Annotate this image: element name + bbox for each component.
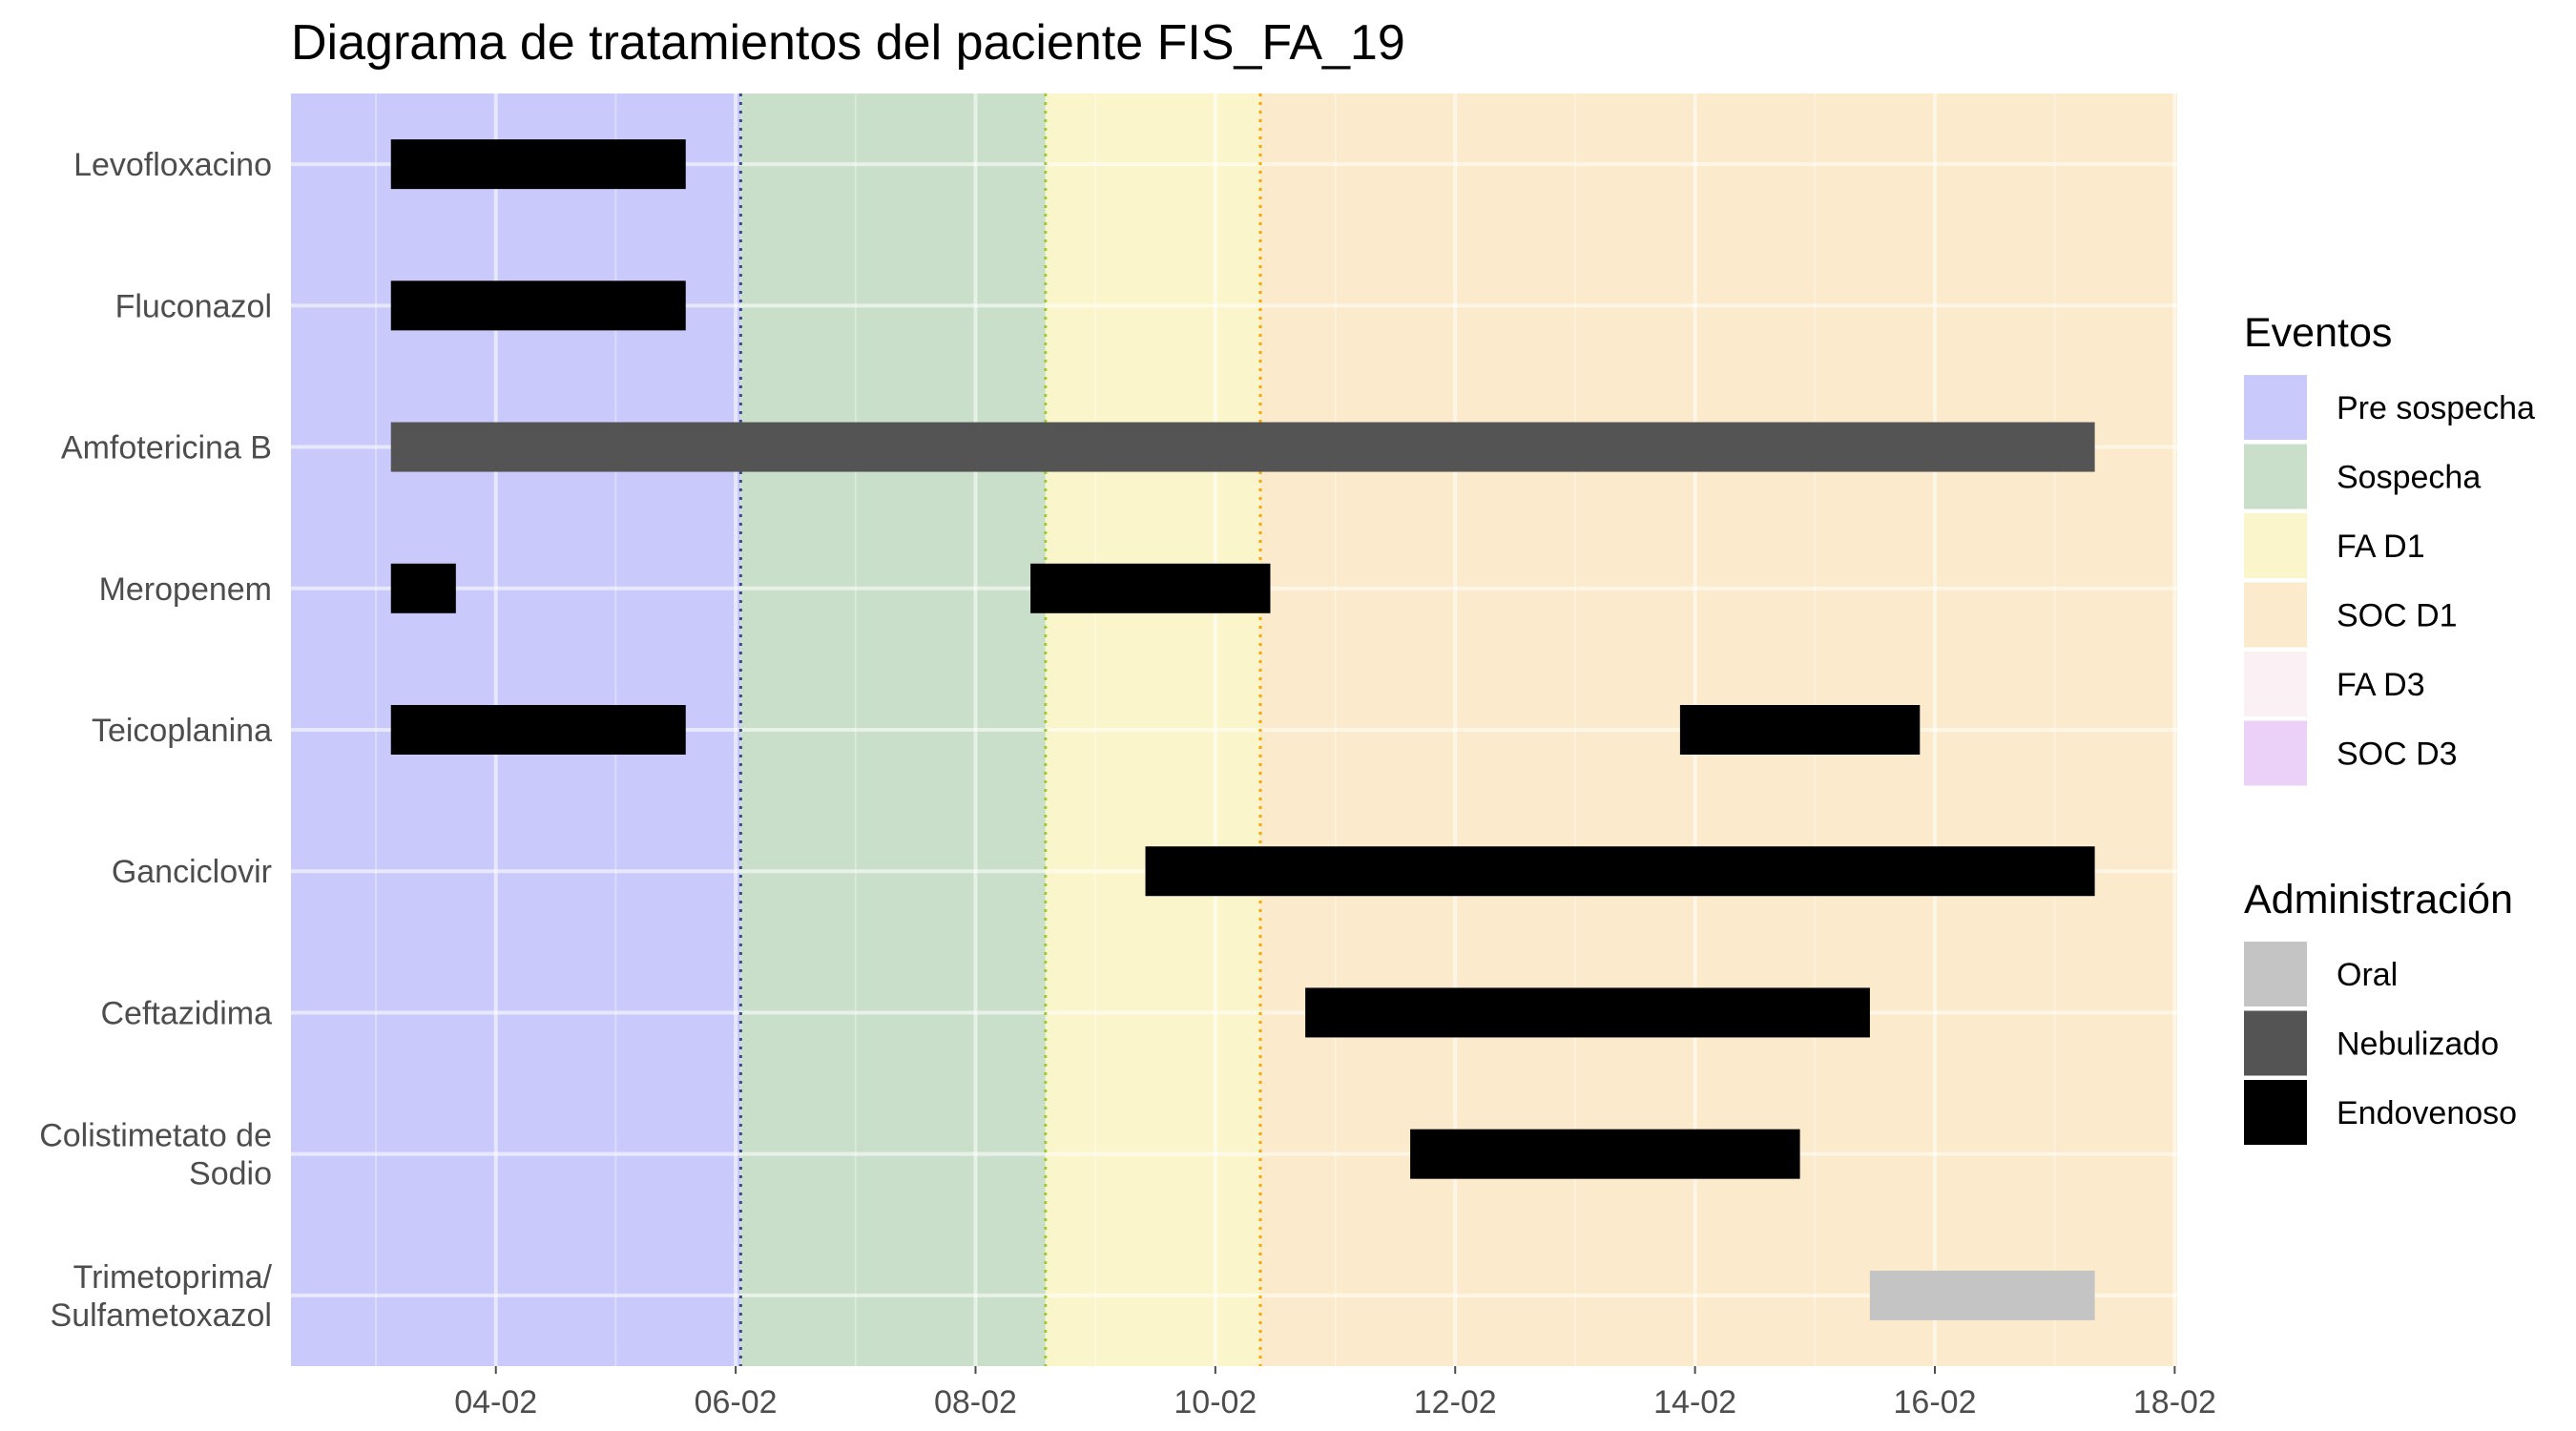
y-axis-labels: Levofloxacino Fluconazol Amfotericina B Mer… xyxy=(39,147,272,1334)
y-tick-label-7: Colistimetato de Sodio xyxy=(39,1118,272,1192)
legend-key-label: Nebulizado xyxy=(2337,1027,2499,1063)
x-tick-label-4: 12-02 xyxy=(1414,1384,1497,1421)
legend-key-label: SOC D1 xyxy=(2337,598,2458,634)
legend-key-swatch xyxy=(2244,1080,2307,1145)
y-tick-label-0: Levofloxacino xyxy=(73,147,272,183)
treatment-bar-5 xyxy=(390,705,686,755)
legend: Eventos Pre sospecha Sospecha FA D1 SOC D1 FA… xyxy=(2244,310,2535,1145)
y-tick-label-8: Trimetoprima/Sulfametoxazol xyxy=(51,1259,273,1334)
event-lines xyxy=(738,93,1262,1366)
legend-key-swatch xyxy=(2244,652,2307,716)
y-tick-label-3: Meropenem xyxy=(99,571,272,608)
legend-key-swatch xyxy=(2244,513,2307,578)
x-tick-label-1: 06-02 xyxy=(695,1384,778,1421)
legend-key-label: FA D1 xyxy=(2337,529,2425,565)
x-tick-label-3: 10-02 xyxy=(1174,1384,1257,1421)
y-tick-label-1: Fluconazol xyxy=(115,288,272,324)
legend-title-0: Eventos xyxy=(2244,310,2392,356)
legend-key-label: Endovenoso xyxy=(2337,1095,2517,1131)
x-tick-label-6: 16-02 xyxy=(1894,1384,1977,1421)
treatment-bar-0 xyxy=(390,139,686,190)
legend-key-label: FA D3 xyxy=(2337,667,2425,703)
treatment-bar-2 xyxy=(390,422,2095,472)
y-tick-label-6: Ceftazidima xyxy=(100,995,272,1031)
y-tick-label-4: Teicoplanina xyxy=(92,713,272,749)
treatment-bars xyxy=(390,139,2095,1320)
legend-key-label: Sospecha xyxy=(2337,460,2481,496)
legend-key-swatch xyxy=(2244,942,2307,1006)
legend-key-swatch xyxy=(2244,375,2307,440)
treatment-bar-4 xyxy=(1030,563,1271,613)
legend-key-swatch xyxy=(2244,444,2307,509)
chart-title: Diagrama de tratamientos del paciente FI… xyxy=(291,15,1405,71)
x-tick-label-7: 18-02 xyxy=(2133,1384,2216,1421)
x-tick-label-0: 04-02 xyxy=(454,1384,537,1421)
legend-key-label: Pre sospecha xyxy=(2337,390,2535,426)
x-tick-label-5: 14-02 xyxy=(1653,1384,1736,1421)
treatment-bar-1 xyxy=(390,280,686,331)
y-tick-label-5: Ganciclovir xyxy=(112,854,272,890)
legend-key-label: SOC D3 xyxy=(2337,736,2458,773)
legend-key-label: Oral xyxy=(2337,957,2398,993)
treatment-bar-10 xyxy=(1869,1270,2095,1320)
legend-key-swatch xyxy=(2244,720,2307,786)
treatment-bar-6 xyxy=(1679,705,1921,755)
treatment-bar-7 xyxy=(1145,846,2095,897)
legend-key-swatch xyxy=(2244,582,2307,648)
legend-key-swatch xyxy=(2244,1010,2307,1076)
treatment-bar-9 xyxy=(1410,1129,1800,1179)
treatment-bar-3 xyxy=(390,563,456,613)
y-tick-label-2: Amfotericina B xyxy=(61,430,272,467)
x-tick-label-2: 08-02 xyxy=(934,1384,1017,1421)
treatment-bar-8 xyxy=(1305,987,1870,1038)
legend-title-1: Administración xyxy=(2244,877,2513,923)
x-axis-labels: 04-02 06-02 08-02 10-02 12-02 14-02 16-02 18-02 xyxy=(454,1366,2216,1421)
